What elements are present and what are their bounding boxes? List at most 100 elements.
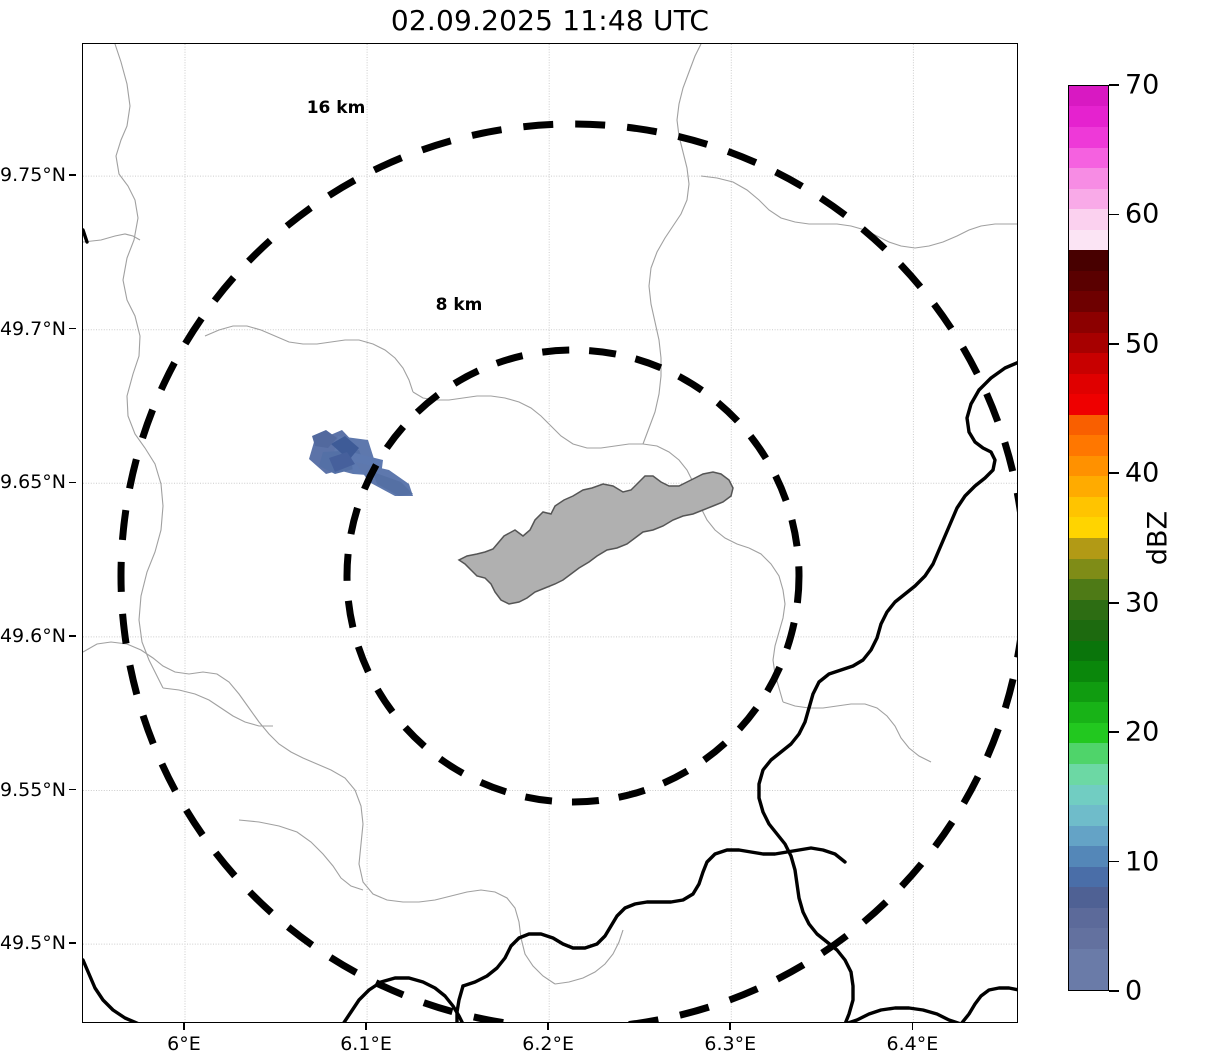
y-tick-label-4: 49.55°N [0, 778, 66, 801]
colorbar-band-21 [1069, 537, 1108, 559]
x-tick-mark-1 [365, 1023, 367, 1030]
page-title: 02.09.2025 11:48 UTC [390, 4, 710, 37]
colorbar-tick-label-5: 20 [1125, 716, 1160, 748]
colorbar-tick-mark-2 [1109, 342, 1119, 345]
colorbar-band-6 [1069, 846, 1108, 867]
y-tick-mark-4 [69, 788, 76, 791]
range-ring-8km [343, 346, 803, 806]
colorbar-band-0 [1069, 969, 1108, 990]
colorbar-band-29 [1069, 373, 1108, 395]
colorbar-band-34 [1069, 270, 1108, 292]
colorbar-band-37 [1069, 209, 1108, 230]
range-ring-label-16km: 16 km [306, 98, 366, 118]
colorbar-band-24 [1069, 476, 1108, 497]
colorbar-band-27 [1069, 414, 1108, 436]
colorbar-tick-label-3: 40 [1125, 457, 1160, 489]
y-axis-labels: 49.75°N 49.7°N 49.65°N 49.6°N 49.55°N 49.5°N [0, 43, 76, 1023]
colorbar-tick-label-0: 70 [1125, 69, 1160, 101]
colorbar-band-22 [1069, 517, 1108, 538]
y-tick-label-2: 49.65°N [0, 471, 66, 494]
y-tick-mark-5 [69, 942, 76, 944]
y-tick-label-0: 49.75°N [0, 164, 66, 187]
colorbar-band-18 [1069, 599, 1108, 621]
colorbar-band-17 [1069, 620, 1108, 641]
colorbar-tick-label-6: 10 [1125, 846, 1160, 878]
x-tick-label-1: 6.1°E [340, 1033, 392, 1055]
colorbar-band-19 [1069, 579, 1108, 600]
colorbar-band-38 [1069, 188, 1108, 210]
colorbar-band-12 [1069, 722, 1108, 744]
colorbar-band-40 [1069, 147, 1108, 169]
colorbar-band-10 [1069, 763, 1108, 785]
y-tick-mark-1 [69, 327, 76, 330]
x-tick-mark-2 [547, 1023, 549, 1030]
x-tick-label-3: 6.3°E [704, 1033, 757, 1055]
colorbar-band-2 [1069, 928, 1108, 949]
colorbar-tick-label-2: 50 [1125, 328, 1160, 360]
colorbar-tick-label-7: 0 [1125, 975, 1143, 1007]
colorbar-gradient [1068, 85, 1109, 991]
colorbar-band-32 [1069, 311, 1108, 333]
colorbar-band-5 [1069, 866, 1108, 888]
y-tick-mark-0 [69, 174, 76, 176]
country-borders-layer [83, 228, 1017, 1022]
colorbar-band-28 [1069, 394, 1108, 415]
colorbar[interactable] [1068, 85, 1109, 991]
colorbar-band-33 [1069, 291, 1108, 312]
colorbar-band-36 [1069, 229, 1108, 251]
colorbar-band-42 [1069, 106, 1108, 128]
x-tick-label-2: 6.2°E [522, 1033, 575, 1055]
map-gridlines [83, 44, 1017, 1022]
x-tick-mark-3 [729, 1023, 732, 1030]
colorbar-tick-mark-1 [1109, 213, 1119, 216]
range-ring-label-8km: 8 km [435, 295, 483, 315]
colorbar-band-39 [1069, 168, 1108, 189]
colorbar-band-41 [1069, 127, 1108, 148]
colorbar-band-30 [1069, 353, 1108, 374]
y-tick-label-3: 49.6°N [0, 624, 66, 647]
colorbar-tick-label-4: 30 [1125, 587, 1160, 619]
x-tick-label-4: 6.4°E [886, 1033, 939, 1055]
urban-area-polygon [457, 471, 734, 605]
colorbar-band-31 [1069, 332, 1108, 354]
admin-boundaries-layer [83, 44, 1017, 985]
map-plot-area[interactable]: 16 km 8 km [82, 43, 1018, 1023]
colorbar-band-9 [1069, 784, 1108, 806]
colorbar-band-25 [1069, 455, 1108, 477]
colorbar-band-8 [1069, 805, 1108, 826]
range-rings-layer [117, 120, 1017, 1022]
colorbar-band-15 [1069, 661, 1108, 682]
colorbar-band-11 [1069, 743, 1108, 764]
colorbar-band-4 [1069, 887, 1108, 908]
colorbar-band-35 [1069, 250, 1108, 271]
radar-echo-layer [309, 430, 413, 496]
colorbar-band-20 [1069, 558, 1108, 580]
colorbar-band-16 [1069, 640, 1108, 662]
colorbar-band-3 [1069, 907, 1108, 929]
colorbar-title: dBZ [1142, 510, 1174, 566]
y-tick-mark-3 [69, 635, 76, 637]
colorbar-tick-mark-0 [1109, 84, 1119, 86]
x-tick-label-0: 6°E [167, 1033, 201, 1055]
colorbar-tick-mark-5 [1109, 731, 1119, 734]
y-tick-label-1: 49.7°N [0, 317, 66, 340]
x-axis-labels: 6°E 6.1°E 6.2°E 6.3°E 6.4°E [82, 1023, 1018, 1063]
colorbar-band-13 [1069, 702, 1108, 723]
colorbar-band-43 [1069, 86, 1108, 107]
colorbar-tick-mark-7 [1109, 990, 1119, 992]
x-tick-mark-0 [183, 1023, 185, 1030]
colorbar-band-23 [1069, 496, 1108, 518]
colorbar-band-26 [1069, 435, 1108, 456]
colorbar-tick-mark-6 [1109, 860, 1119, 863]
colorbar-tick-mark-3 [1109, 472, 1119, 475]
x-tick-mark-4 [911, 1023, 914, 1030]
colorbar-band-1 [1069, 948, 1108, 970]
colorbar-band-14 [1069, 681, 1108, 703]
colorbar-tick-mark-4 [1109, 601, 1119, 604]
y-tick-label-5: 49.5°N [0, 932, 66, 955]
colorbar-tick-label-1: 60 [1125, 198, 1160, 230]
y-tick-mark-2 [69, 481, 76, 484]
colorbar-band-7 [1069, 825, 1108, 847]
range-ring-16km [117, 120, 1017, 1022]
